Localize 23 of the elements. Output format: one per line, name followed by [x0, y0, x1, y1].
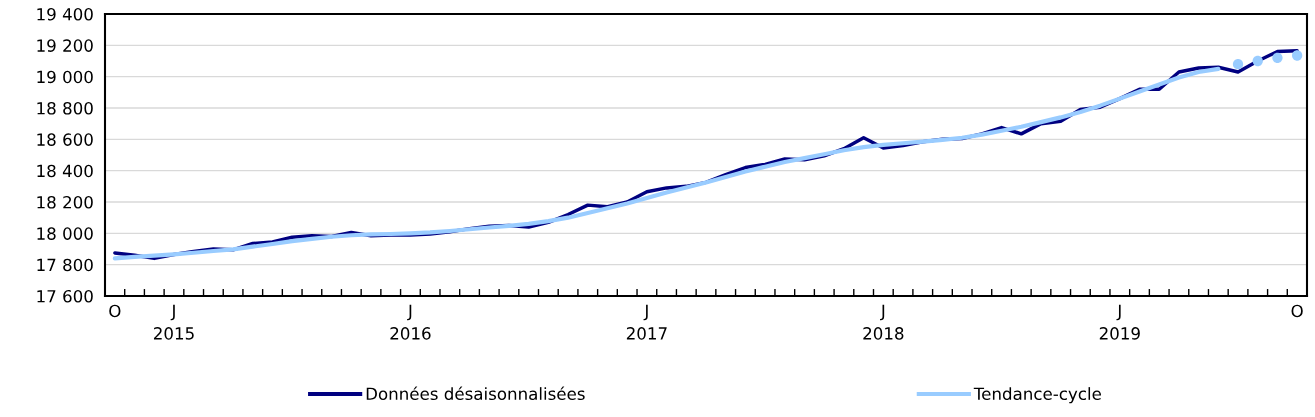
- x-tick-label: J 2017: [626, 304, 667, 340]
- x-tick-label: J 2016: [390, 304, 431, 340]
- y-tick-label: 17 800: [37, 258, 93, 272]
- x-tick-label: O: [1291, 304, 1303, 318]
- point: [1232, 58, 1244, 70]
- point: [1292, 50, 1303, 61]
- y-tick-label: 18 800: [37, 101, 93, 115]
- x-tick-label: J 2019: [1099, 304, 1140, 340]
- x-tick-label: J 2018: [863, 304, 904, 340]
- legend-label: Données désaisonnalisées: [366, 386, 585, 401]
- y-tick-label: 18 600: [37, 133, 93, 146]
- y-tick-label: 18 200: [37, 195, 93, 209]
- x-tick-label: J 2015: [153, 304, 194, 340]
- point: [1252, 55, 1263, 67]
- y-tick-label: 17 600: [37, 289, 93, 303]
- legend-label: Tendance-cycle: [973, 387, 1101, 404]
- x-tick-label: O: [109, 304, 121, 318]
- y-tick-label: 19 200: [37, 39, 93, 52]
- point: [1272, 52, 1283, 64]
- y-tick-label: 19 400: [37, 7, 93, 21]
- y-tick-label: 19 000: [37, 70, 93, 84]
- y-tick-label: 18 000: [37, 227, 93, 240]
- y-tick-label: 18 400: [37, 164, 93, 178]
